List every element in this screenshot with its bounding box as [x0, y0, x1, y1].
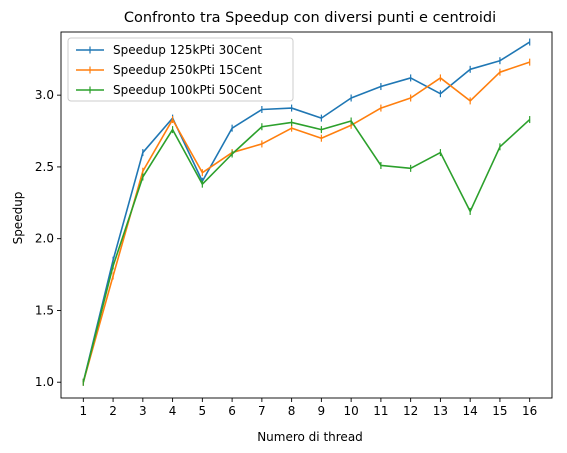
x-tick-label: 4: [169, 404, 177, 418]
legend-box: [67, 37, 294, 102]
legend-label-1: Speedup 125kPti 30Cent: [113, 43, 262, 57]
x-tick-label: 13: [433, 404, 448, 418]
y-tick-label: 1.5: [35, 303, 54, 317]
x-tick-label: 6: [228, 404, 236, 418]
series-line-3: [82, 118, 531, 383]
legend-label-2: Speedup 250kPti 15Cent: [113, 63, 262, 77]
plot-frame: [60, 31, 553, 399]
x-tick-label: 11: [373, 404, 388, 418]
y-tick-label: 3.0: [35, 88, 54, 102]
series-line-1: [82, 41, 531, 383]
x-tick-label: 8: [288, 404, 296, 418]
y-tick-label: 2.0: [35, 232, 54, 246]
y-axis-label: Speedup: [11, 192, 25, 245]
legend-label-3: Speedup 100kPti 50Cent: [113, 83, 262, 97]
axes: 1 2 3 4 5 6 7 8 9 10 11 12 13 14 15 161.01.52.02.53.0: [35, 31, 553, 418]
legend: Speedup 125kPti 30Cent Speedup 250kPti 15…: [67, 37, 294, 102]
series-line-2: [82, 61, 530, 383]
x-tick-label: 2: [109, 404, 117, 418]
x-tick-label: 9: [318, 404, 326, 418]
x-tick-label: 14: [463, 404, 478, 418]
x-tick-label: 16: [522, 404, 537, 418]
x-tick-label: 1: [79, 404, 87, 418]
plot-area: [82, 38, 531, 386]
y-tick-label: 2.5: [35, 160, 54, 174]
y-tick-label: 1.0: [35, 375, 54, 389]
chart-title: Confronto tra Speedup con diversi punti …: [124, 10, 496, 26]
x-tick-label: 10: [343, 404, 358, 418]
x-tick-label: 3: [139, 404, 147, 418]
x-axis-label: Numero di thread: [257, 430, 363, 444]
x-tick-label: 5: [199, 404, 207, 418]
x-tick-label: 15: [492, 404, 507, 418]
x-tick-label: 12: [403, 404, 418, 418]
x-tick-label: 7: [258, 404, 266, 418]
